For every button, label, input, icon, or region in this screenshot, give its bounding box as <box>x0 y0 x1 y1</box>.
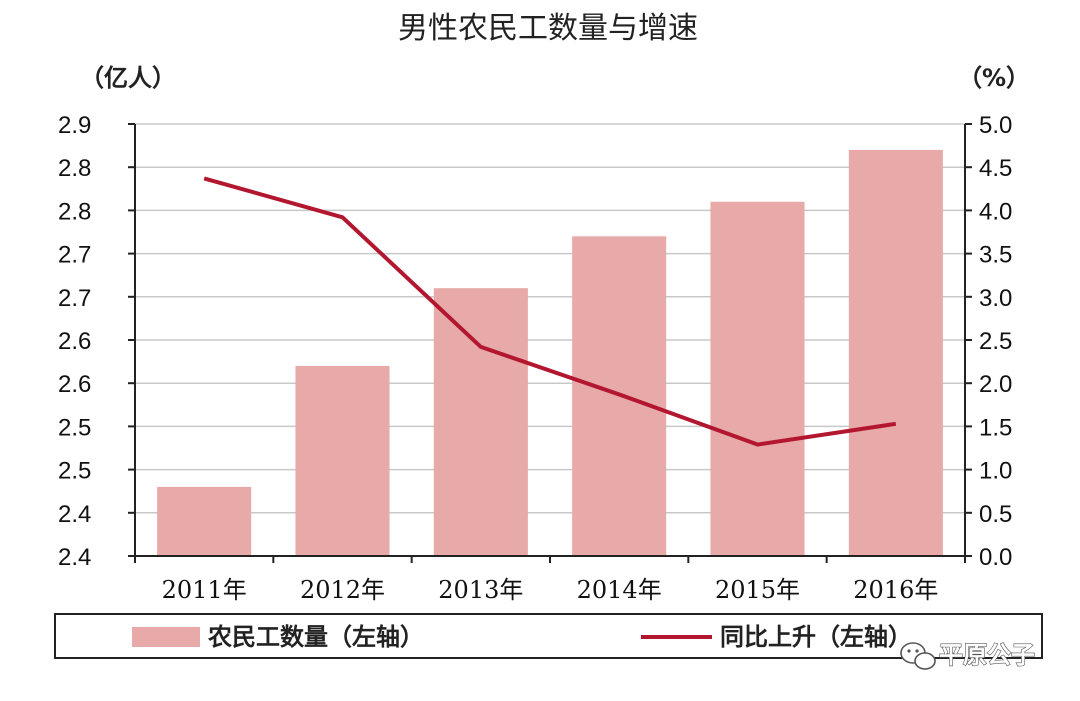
line-series <box>203 176 897 447</box>
legend: 农民工数量（左轴） 同比上升（左轴） <box>54 613 1043 659</box>
right-tick-label: 2.5 <box>979 328 1012 355</box>
axes <box>128 123 972 563</box>
bar <box>433 288 528 556</box>
category-label: 2016年 <box>853 576 938 604</box>
category-label: 2013年 <box>438 576 523 604</box>
left-tick-label: 2.8 <box>58 155 91 182</box>
chart-title: 男性农民工数量与增速 <box>398 11 698 46</box>
gridlines <box>135 123 965 514</box>
right-tick-label: 2.0 <box>979 371 1012 398</box>
right-axis-unit: （%） <box>958 64 1030 92</box>
left-tick-label: 2.7 <box>58 285 91 312</box>
right-tick-label: 5.0 <box>979 112 1012 139</box>
left-tick-label: 2.6 <box>58 328 91 355</box>
left-tick-label: 2.5 <box>58 458 91 485</box>
left-axis-unit: （亿人） <box>80 64 176 92</box>
legend-bar-swatch <box>132 627 200 647</box>
left-tick-label: 2.4 <box>58 501 91 528</box>
watermark-text: 平原公子 <box>939 641 1035 669</box>
bar <box>295 365 390 556</box>
legend-bar-label: 农民工数量（左轴） <box>207 623 424 651</box>
left-tick-label: 2.5 <box>58 414 91 441</box>
right-tick-label: 1.0 <box>979 458 1012 485</box>
wechat-icon <box>900 642 936 670</box>
watermark: 平原公子 <box>900 640 1036 670</box>
right-tick-label: 0.5 <box>979 501 1012 528</box>
category-label: 2015年 <box>715 576 800 604</box>
right-tick-label: 4.0 <box>979 198 1012 225</box>
left-tick-label: 2.7 <box>58 242 91 269</box>
right-tick-label: 0.0 <box>979 544 1012 571</box>
line-series-path <box>203 176 897 447</box>
category-label: 2014年 <box>577 576 662 604</box>
right-tick-label: 3.0 <box>979 285 1012 312</box>
legend-line-label: 同比上升（左轴） <box>720 623 912 651</box>
left-tick-label: 2.6 <box>58 371 91 398</box>
tick-labels: 2.4 2.4 2.5 2.5 2.6 2.6 2.7 2.7 2.8 2.8 2.9 0.0 0.5 1… <box>58 112 1012 604</box>
left-tick-label: 2.9 <box>58 112 91 139</box>
category-label: 2012年 <box>300 576 385 604</box>
bar <box>157 486 252 556</box>
left-tick-label: 2.8 <box>58 198 91 225</box>
right-tick-label: 3.5 <box>979 242 1012 269</box>
right-tick-label: 4.5 <box>979 155 1012 182</box>
bars <box>157 149 943 557</box>
category-label: 2011年 <box>162 576 247 604</box>
right-tick-label: 1.5 <box>979 414 1012 441</box>
bar <box>848 149 943 557</box>
legend-frame <box>54 613 1043 659</box>
bar <box>710 201 805 556</box>
left-tick-label: 2.4 <box>58 544 91 571</box>
